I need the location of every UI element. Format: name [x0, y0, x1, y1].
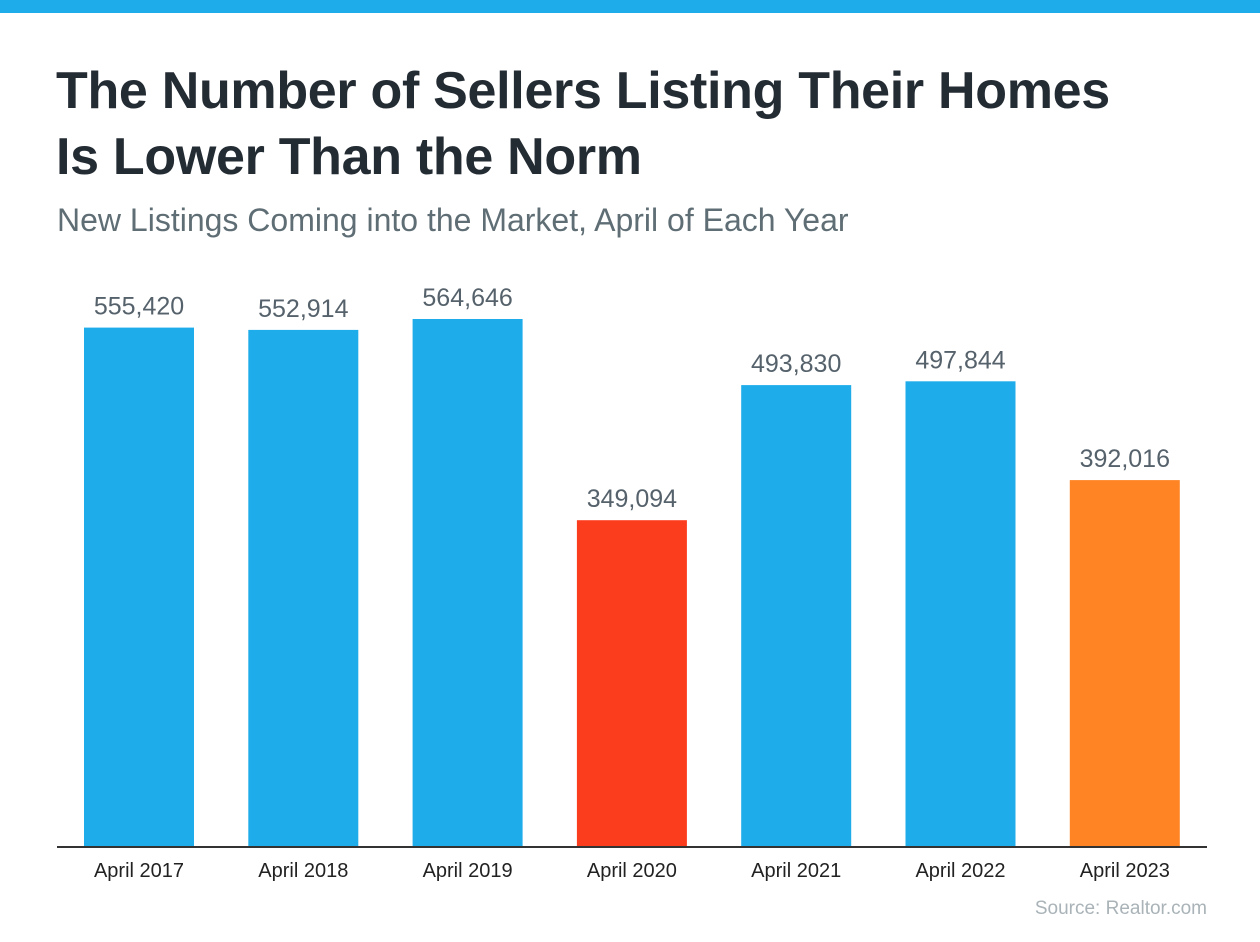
x-tick-label: April 2018 — [258, 860, 348, 882]
x-tick-label: April 2022 — [915, 860, 1005, 882]
value-label-group: 555,420 552,914 564,646 349,094 493,830 497,8… — [94, 284, 1170, 513]
chart-title: The Number of Sellers Listing Their Home… — [56, 58, 1236, 190]
x-tick-label-group: April 2017 April 2018 April 2019 April 2020… — [94, 860, 1170, 882]
value-label: 392,016 — [1080, 445, 1170, 473]
bar-april-2022 — [905, 381, 1016, 846]
value-label: 497,844 — [915, 346, 1005, 374]
value-label: 552,914 — [258, 295, 348, 323]
bar-april-2019 — [412, 319, 523, 846]
chart-title-line-1: The Number of Sellers Listing Their Home… — [56, 62, 1110, 120]
value-label: 349,094 — [587, 485, 677, 513]
chart-subtitle: New Listings Coming into the Market, Apr… — [57, 202, 849, 238]
bar-april-2020 — [576, 520, 687, 846]
bar-april-2021 — [741, 385, 852, 846]
x-tick-label: April 2023 — [1080, 860, 1170, 882]
top-accent-bar — [0, 0, 1260, 13]
bar-group — [84, 319, 1180, 847]
bar-april-2017 — [84, 327, 194, 847]
x-tick-label: April 2019 — [423, 860, 513, 882]
value-label: 564,646 — [422, 284, 512, 312]
x-tick-label: April 2017 — [94, 860, 184, 882]
value-label: 493,830 — [751, 350, 841, 378]
bar-april-2023 — [1069, 480, 1180, 846]
chart-title-line-2: Is Lower Than the Norm — [56, 128, 642, 186]
value-label: 555,420 — [94, 293, 184, 321]
bar-april-2018 — [248, 329, 359, 846]
x-tick-label: April 2021 — [751, 860, 841, 882]
x-tick-label: April 2020 — [587, 860, 677, 882]
source-note: Source: Realtor.com — [1034, 898, 1207, 919]
